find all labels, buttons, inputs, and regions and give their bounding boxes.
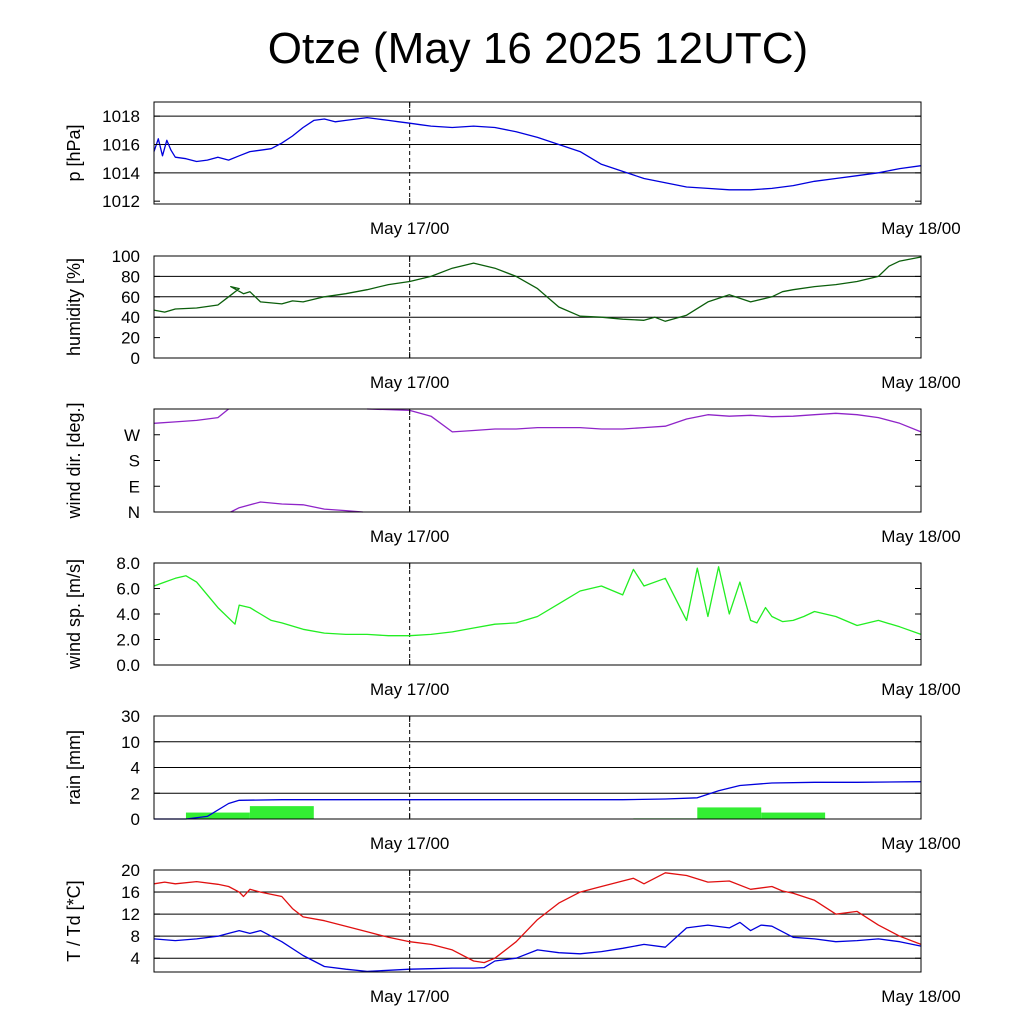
y-tick-label: 40 — [121, 308, 140, 327]
series-line — [367, 408, 922, 433]
series-line — [154, 781, 922, 820]
y-tick-label: 16 — [121, 883, 140, 902]
y-tick-label: 80 — [121, 267, 140, 286]
x-tick-label: May 17/00 — [370, 987, 449, 1006]
x-tick-label: May 18/00 — [881, 219, 960, 238]
x-tick-label: May 18/00 — [881, 527, 960, 546]
plot-frame — [153, 869, 922, 973]
y-axis-title: wind sp. [m/s] — [64, 559, 84, 670]
plot-frame — [153, 101, 922, 205]
x-tick-label: May 18/00 — [881, 834, 960, 853]
panel-wind-speed: 0.0 2.0 4.0 6.0 8.0 May 17/00 May 18/00 wind sp… — [64, 554, 961, 699]
series-line — [153, 408, 230, 424]
x-tick-label: May 18/00 — [881, 680, 960, 699]
y-tick-label: 10 — [121, 733, 140, 752]
y-tick-label: 4 — [131, 949, 140, 968]
rain-bar — [249, 806, 314, 819]
x-tick-label: May 17/00 — [370, 527, 449, 546]
x-tick-label: May 17/00 — [370, 219, 449, 238]
y-tick-label: 8.0 — [116, 554, 140, 573]
y-axis-title: T / Td [*C] — [64, 880, 84, 961]
y-tick-label: N — [128, 503, 140, 522]
y-tick-label: 2.0 — [116, 631, 140, 650]
y-axis-title: rain [mm] — [64, 730, 84, 805]
series-line — [153, 256, 922, 322]
chart-title: Otze (May 16 2025 12UTC) — [267, 24, 809, 73]
y-tick-label: 30 — [121, 707, 140, 726]
y-axis-title: wind dir. [deg.] — [64, 402, 84, 519]
y-tick-label: E — [129, 477, 140, 496]
x-tick-label: May 18/00 — [881, 373, 960, 392]
y-tick-label: 1014 — [102, 164, 140, 183]
y-tick-label: S — [129, 452, 140, 471]
y-tick-label: 0 — [131, 349, 140, 368]
y-tick-label: 1016 — [102, 136, 140, 155]
panel-rain: 0 2 4 10 30 May 17/00 May 18/00 rain [mm] — [64, 707, 961, 853]
series-line — [153, 566, 922, 637]
x-tick-label: May 17/00 — [370, 680, 449, 699]
y-tick-label: 100 — [112, 247, 140, 266]
y-tick-label: 8 — [131, 927, 140, 946]
y-tick-label: 0.0 — [116, 656, 140, 675]
series-line — [230, 501, 363, 513]
plot-frame — [153, 562, 922, 666]
y-axis-title: humidity [%] — [64, 258, 84, 356]
y-axis-title: p [hPa] — [64, 124, 84, 181]
y-tick-label: 20 — [121, 861, 140, 880]
series-line — [153, 921, 922, 973]
x-tick-label: May 18/00 — [881, 987, 960, 1006]
rain-bar — [761, 812, 826, 819]
panel-temperature-dewpoint: 4 8 12 16 20 May 17/00 May 18/00 T / Td [*C] — [64, 861, 961, 1006]
y-tick-label: W — [124, 426, 140, 445]
y-tick-label: 4 — [131, 759, 140, 778]
x-tick-label: May 17/00 — [370, 834, 449, 853]
y-tick-label: 4.0 — [116, 605, 140, 624]
y-tick-label: 2 — [131, 784, 140, 803]
y-tick-label: 6.0 — [116, 580, 140, 599]
series-line — [153, 116, 922, 191]
y-tick-label: 60 — [121, 288, 140, 307]
series-line — [153, 872, 922, 964]
y-tick-label: 1012 — [102, 192, 140, 211]
y-tick-label: 0 — [131, 810, 140, 829]
plot-frame — [153, 408, 922, 513]
x-tick-label: May 17/00 — [370, 373, 449, 392]
rain-bar — [185, 812, 250, 819]
plot-frame — [153, 255, 922, 359]
panel-pressure: 1012 1014 1016 1018 May 17/00 May 18/00 p [hPa… — [64, 101, 961, 238]
rain-bar — [697, 807, 762, 819]
y-tick-label: 1018 — [102, 107, 140, 126]
y-tick-label: 12 — [121, 905, 140, 924]
y-tick-label: 20 — [121, 329, 140, 348]
